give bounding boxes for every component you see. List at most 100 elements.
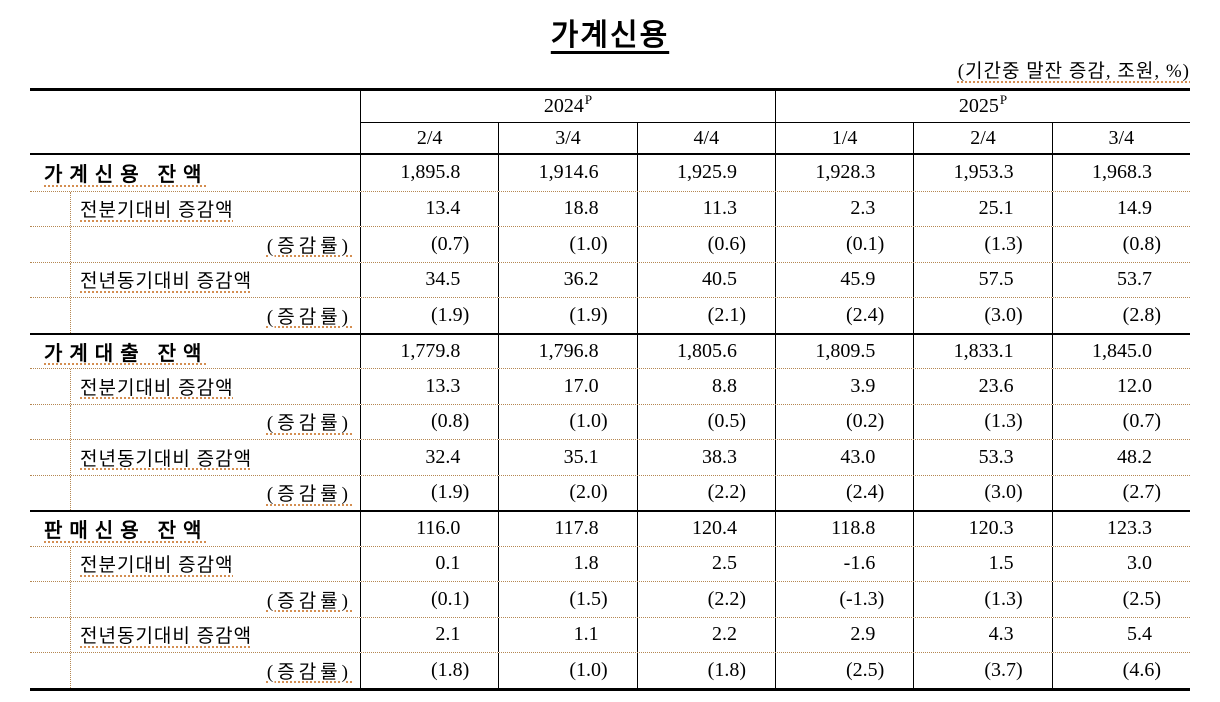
value-cell: 17.0 — [498, 369, 636, 404]
value-cell: 40.5 — [636, 262, 775, 297]
value-cell: (1.3) — [913, 227, 1051, 262]
table-row: 가계대출 잔액 1,779.8 1,796.8 1,805.6 1,809.5 1,833… — [30, 332, 1190, 369]
value-cell: 1,953.3 — [913, 155, 1051, 191]
row-label-cell: 가계대출 잔액 — [30, 335, 360, 369]
value-cell: (3.0) — [913, 475, 1051, 510]
table-row: (증감률) (0.1) (1.5) (2.2) (-1.3) (1.3) (2.5) — [30, 581, 1190, 617]
row-label-cell: (증감률) — [30, 404, 360, 439]
value-cell: 120.4 — [636, 512, 775, 546]
table-row: 전분기대비 증감액 13.3 17.0 8.8 3.9 23.6 12.0 — [30, 368, 1190, 404]
value-cell: 117.8 — [498, 512, 636, 546]
household-credit-table: 2024 P 2025 P 2/4 3/4 4/4 1/4 2/4 3/4 가계신용… — [30, 88, 1190, 691]
value-cell: (1.0) — [498, 227, 636, 262]
value-cell: 36.2 — [498, 262, 636, 297]
value-cell: (1.9) — [498, 298, 636, 333]
value-cell: -1.6 — [774, 546, 913, 581]
value-cell: 1,914.6 — [498, 155, 636, 191]
value-cell: 35.1 — [498, 440, 636, 475]
table-row: 전년동기대비 증감액 32.4 35.1 38.3 43.0 53.3 48.2 — [30, 439, 1190, 475]
value-cell: (0.6) — [636, 227, 775, 262]
table-header-quarters: 2/4 3/4 4/4 1/4 2/4 3/4 — [30, 123, 1190, 155]
quarter-header: 1/4 — [774, 123, 913, 153]
value-cell: 1,809.5 — [774, 334, 913, 368]
value-cell: 1.1 — [498, 617, 636, 652]
value-cell: 1,895.8 — [360, 155, 498, 191]
value-cell: (0.7) — [1051, 404, 1190, 439]
value-cell: (0.8) — [360, 404, 498, 439]
table-row: (증감률) (0.7) (1.0) (0.6) (0.1) (1.3) (0.8) — [30, 226, 1190, 262]
quarter-header: 2/4 — [913, 123, 1051, 153]
value-cell: (0.2) — [774, 404, 913, 439]
row-label: (증감률) — [266, 413, 352, 435]
value-cell: 4.3 — [913, 617, 1051, 652]
value-cell: 2.1 — [360, 617, 498, 652]
value-cell: (2.0) — [498, 475, 636, 510]
value-cell: 32.4 — [360, 440, 498, 475]
row-label-cell: 전년동기대비 증감액 — [30, 617, 360, 652]
value-cell: 34.5 — [360, 262, 498, 297]
value-cell: 2.3 — [774, 191, 913, 226]
header-corner-blank — [30, 123, 360, 153]
value-cell: (0.1) — [774, 227, 913, 262]
header-corner-blank — [30, 91, 360, 123]
value-cell: (4.6) — [1051, 653, 1190, 688]
value-cell: 57.5 — [913, 262, 1051, 297]
row-label-cell: (증감률) — [30, 653, 360, 688]
year-header-2025: 2025 P — [775, 91, 1190, 123]
value-cell: 5.4 — [1051, 617, 1190, 652]
value-cell: 2.2 — [636, 617, 775, 652]
value-cell: (1.5) — [498, 582, 636, 617]
row-label-cell: (증감률) — [30, 582, 360, 617]
value-cell: (2.2) — [636, 475, 775, 510]
unit-note-text: (기간중 말잔 증감, 조원, %) — [957, 61, 1190, 82]
value-cell: (3.0) — [913, 298, 1051, 333]
value-cell: 1,845.0 — [1051, 334, 1190, 368]
quarter-header: 4/4 — [636, 123, 775, 153]
row-label: 가계신용 잔액 — [44, 164, 209, 187]
value-cell: 1,779.8 — [360, 334, 498, 368]
row-label: (증감률) — [266, 590, 352, 612]
table-row: 전분기대비 증감액 0.1 1.8 2.5 -1.6 1.5 3.0 — [30, 545, 1190, 581]
row-label-cell: 가계신용 잔액 — [30, 155, 360, 191]
value-cell: 0.1 — [360, 546, 498, 581]
value-cell: (1.8) — [636, 653, 775, 688]
quarter-header: 2/4 — [360, 123, 498, 153]
row-label: 전년동기대비 증감액 — [80, 626, 253, 648]
quarter-header: 3/4 — [498, 123, 636, 153]
value-cell: (2.8) — [1051, 298, 1190, 333]
provisional-superscript: P — [584, 91, 593, 107]
value-cell: (1.9) — [360, 298, 498, 333]
row-label: 판매신용 잔액 — [44, 520, 209, 543]
row-label: (증감률) — [266, 235, 352, 257]
row-label-cell: (증감률) — [30, 298, 360, 333]
quarter-header: 3/4 — [1051, 123, 1190, 153]
row-label: (증감률) — [266, 484, 352, 506]
value-cell: (1.3) — [913, 582, 1051, 617]
value-cell: 1,968.3 — [1051, 155, 1190, 191]
row-label: 가계대출 잔액 — [44, 342, 209, 365]
row-label: 전분기대비 증감액 — [80, 200, 234, 222]
value-cell: 116.0 — [360, 512, 498, 546]
value-cell: 120.3 — [913, 512, 1051, 546]
value-cell: (2.7) — [1051, 475, 1190, 510]
value-cell: (0.7) — [360, 227, 498, 262]
table-row: 전년동기대비 증감액 34.5 36.2 40.5 45.9 57.5 53.7 — [30, 261, 1190, 297]
unit-note: (기간중 말잔 증감, 조원, %) — [958, 56, 1190, 83]
table-row: 전년동기대비 증감액 2.1 1.1 2.2 2.9 4.3 5.4 — [30, 616, 1190, 652]
table-row: (증감률) (1.9) (2.0) (2.2) (2.4) (3.0) (2.7) — [30, 474, 1190, 510]
row-label-cell: (증감률) — [30, 227, 360, 262]
value-cell: 12.0 — [1051, 369, 1190, 404]
value-cell: (3.7) — [913, 653, 1051, 688]
row-label-cell: 전년동기대비 증감액 — [30, 262, 360, 297]
value-cell: 123.3 — [1051, 512, 1190, 546]
value-cell: 1.8 — [498, 546, 636, 581]
value-cell: 23.6 — [913, 369, 1051, 404]
value-cell: (1.9) — [360, 475, 498, 510]
value-cell: 1.5 — [913, 546, 1051, 581]
value-cell: (2.2) — [636, 582, 775, 617]
value-cell: 1,796.8 — [498, 334, 636, 368]
value-cell: 45.9 — [774, 262, 913, 297]
value-cell: 13.4 — [360, 191, 498, 226]
row-label: (증감률) — [266, 661, 352, 683]
value-cell: (-1.3) — [774, 582, 913, 617]
